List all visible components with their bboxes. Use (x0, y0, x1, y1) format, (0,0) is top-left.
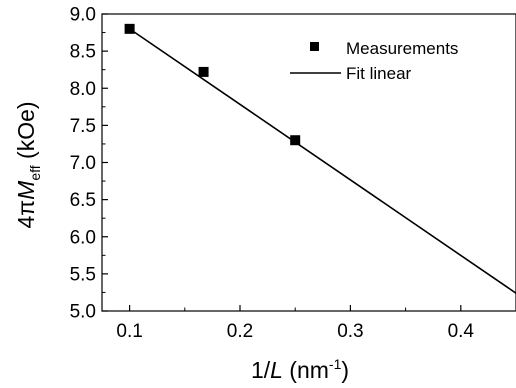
series-layer (124, 23, 516, 294)
x-tick-label: 0.3 (337, 321, 363, 342)
data-point (198, 66, 209, 77)
y-tick-label: 7.5 (70, 116, 96, 137)
x-tick-label: 0.1 (116, 321, 142, 342)
legend-label-fit: Fit linear (346, 64, 412, 83)
x-axis-title: 1/L (nm-1) (251, 356, 349, 383)
x-axis-title-exponent: -1 (329, 356, 342, 372)
y-tick-label: 6.5 (70, 190, 96, 211)
x-axis-title-unit: (nm (283, 357, 329, 383)
x-tick-label: 0.4 (448, 321, 475, 342)
x-axis: 0.1 0.2 0.3 0.4 (116, 305, 516, 342)
x-axis-title-prefix: 1/ (251, 357, 271, 383)
legend-label-measurements: Measurements (346, 39, 458, 58)
plot-area (101, 13, 516, 312)
y-tick-label: 9.0 (70, 5, 96, 26)
y-tick-label: 8.0 (70, 79, 96, 100)
y-axis: 5.0 5.5 6.0 6.5 7.0 7.5 8.0 8.5 9.0 (70, 5, 108, 323)
data-point (290, 135, 301, 146)
legend-marker-measurements (310, 42, 319, 51)
y-axis-title-unit: (kOe) (13, 101, 39, 165)
x-axis-title-variable: L (270, 357, 283, 383)
y-tick-label: 5.0 (70, 302, 96, 323)
y-axis-title: 4πMeff (kOe) (13, 101, 43, 228)
data-point (124, 23, 135, 34)
y-tick-label: 6.0 (70, 227, 96, 248)
y-tick-label: 5.5 (70, 264, 96, 285)
y-axis-title-prefix: 4π (13, 200, 39, 229)
fit-line (129, 28, 516, 294)
x-tick-label: 0.2 (227, 321, 253, 342)
x-axis-title-close: ) (341, 357, 349, 383)
y-tick-label: 7.0 (70, 153, 96, 174)
y-axis-title-subscript: eff (27, 165, 43, 180)
y-tick-label: 8.5 (70, 42, 96, 63)
y-axis-title-variable: M (13, 180, 39, 200)
legend: Measurements Fit linear (290, 39, 458, 83)
